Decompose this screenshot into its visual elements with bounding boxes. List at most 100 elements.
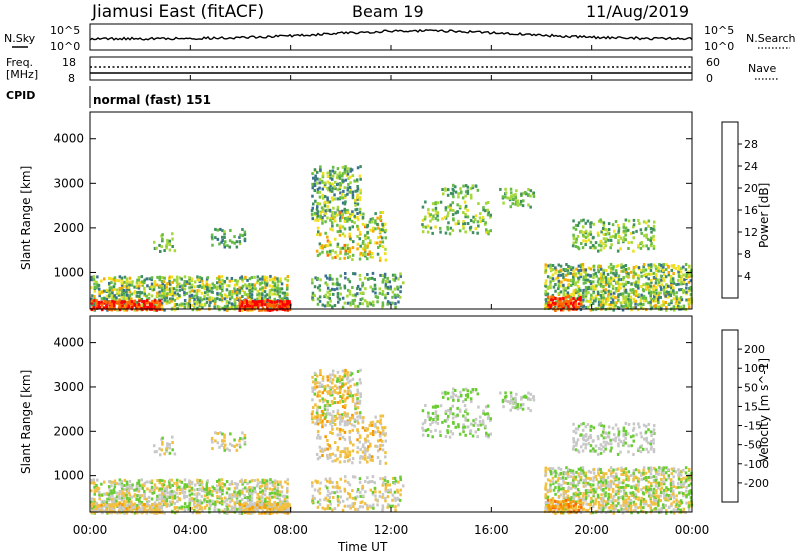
velocity-cell — [128, 505, 132, 509]
velocity-cell — [512, 397, 515, 401]
power-cell — [233, 301, 237, 305]
power-cell — [166, 299, 169, 303]
power-cell — [259, 281, 262, 285]
velocity-cell — [180, 507, 183, 511]
velocity-cell — [168, 490, 172, 494]
power-cell — [384, 296, 387, 300]
velocity-cell — [364, 428, 367, 432]
power-cell — [168, 248, 172, 252]
velocity-cell — [108, 508, 112, 512]
velocity-cell — [441, 420, 444, 424]
velocity-cell — [338, 460, 342, 464]
velocity-cell — [577, 467, 581, 471]
velocity-cell — [336, 411, 340, 415]
velocity-cell — [326, 408, 329, 412]
power-cell — [196, 300, 199, 304]
power-cell — [170, 292, 174, 296]
velocity-cell — [181, 491, 184, 495]
power-cell — [564, 295, 568, 299]
velocity-cell — [366, 434, 369, 438]
velocity-cell — [341, 435, 345, 439]
power-cell — [482, 218, 485, 222]
power-cell — [286, 304, 290, 308]
power-cell — [188, 279, 191, 283]
power-cell — [634, 299, 638, 303]
power-cell — [381, 303, 385, 307]
power-cell — [359, 165, 362, 169]
velocity-cell — [278, 493, 282, 497]
power-cell — [270, 300, 274, 304]
power-cell — [376, 236, 380, 240]
power-cell — [356, 202, 360, 206]
velocity-cell — [561, 476, 565, 480]
power-cell — [584, 243, 587, 247]
power-cell — [96, 275, 99, 279]
power-cell — [622, 284, 626, 288]
velocity-cell — [376, 420, 379, 424]
power-cell — [635, 280, 638, 284]
velocity-cell — [279, 480, 282, 484]
power-cell — [544, 284, 547, 288]
velocity-cell — [250, 479, 254, 483]
velocity-cell — [178, 488, 182, 492]
power-cell — [334, 187, 337, 191]
velocity-cell — [389, 490, 393, 494]
velocity-cell — [261, 491, 265, 495]
velocity-cell — [268, 493, 272, 497]
power-cell — [647, 263, 650, 267]
power-cell — [389, 285, 392, 289]
power-cell — [259, 287, 262, 291]
power-cell — [329, 217, 332, 220]
velocity-cell — [328, 496, 332, 499]
power-cell — [206, 276, 210, 280]
velocity-cell — [552, 471, 555, 475]
power-cell — [329, 218, 332, 222]
velocity-cell — [200, 494, 204, 498]
velocity-cell — [173, 507, 177, 511]
velocity-cell — [113, 490, 116, 494]
power-cell — [333, 304, 337, 307]
velocity-cell — [544, 482, 548, 486]
velocity-cell — [358, 378, 362, 382]
power-cell — [514, 197, 518, 201]
velocity-cell — [431, 405, 435, 409]
velocity-cell — [353, 419, 357, 423]
velocity-cell — [173, 505, 177, 509]
power-cell — [238, 291, 242, 295]
velocity-cell — [565, 496, 568, 500]
power-cell — [685, 274, 688, 278]
power-cell — [381, 301, 385, 305]
power-cell — [617, 284, 621, 288]
power-cell — [586, 305, 590, 309]
power-cell — [552, 296, 555, 299]
velocity-cell — [176, 481, 179, 485]
power-cell — [582, 304, 586, 308]
power-cell — [330, 196, 334, 200]
velocity-cell — [110, 491, 114, 495]
velocity-cell — [582, 473, 586, 477]
velocity-cell — [221, 482, 224, 486]
power-cell — [317, 230, 320, 234]
power-cell — [582, 281, 586, 285]
power-cell — [621, 292, 625, 296]
velocity-cell — [570, 496, 573, 500]
power-cell — [515, 189, 518, 193]
velocity-cell — [344, 382, 348, 386]
power-cell — [607, 222, 611, 226]
power-cell — [356, 292, 359, 296]
power-cell — [336, 205, 340, 209]
power-cell — [605, 280, 608, 284]
power-cell — [454, 211, 458, 215]
power-cell — [203, 295, 206, 299]
velocity-cell — [335, 379, 339, 383]
power-cell — [106, 294, 109, 298]
velocity-cell — [399, 478, 403, 482]
velocity-cell — [402, 484, 405, 488]
power-cell — [572, 226, 576, 230]
velocity-cell — [331, 378, 335, 382]
velocity-cell — [115, 491, 119, 495]
power-cell — [117, 279, 121, 283]
velocity-cell — [346, 504, 350, 508]
power-cell — [624, 282, 627, 286]
power-cell — [256, 279, 260, 283]
